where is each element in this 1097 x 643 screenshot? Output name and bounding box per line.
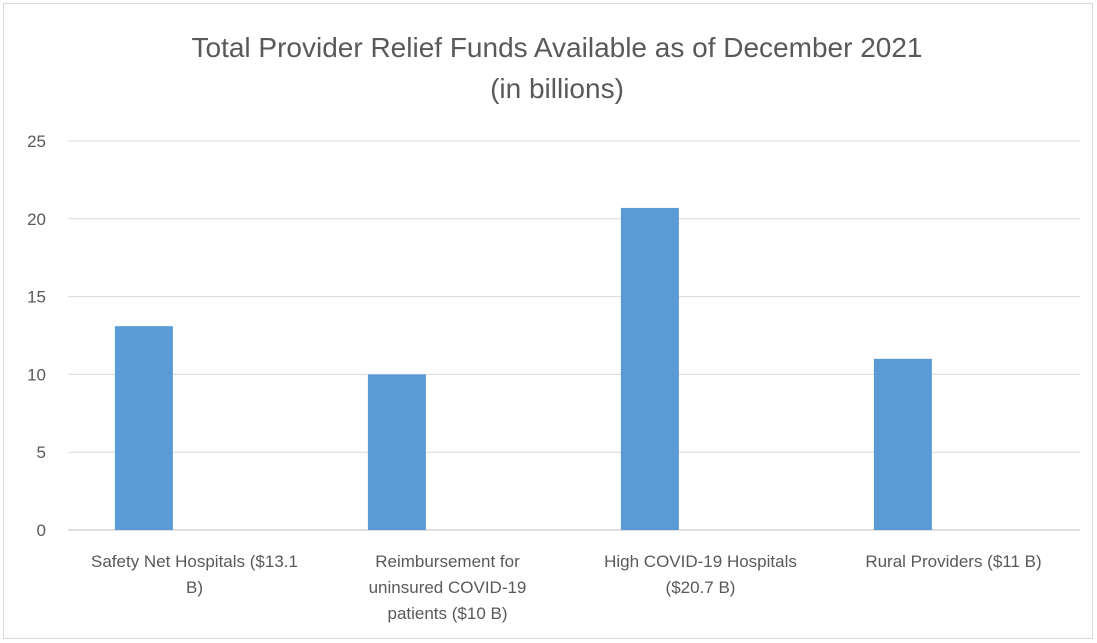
x-category-labels: Safety Net Hospitals ($13.1 B) Reimburseme… [91, 552, 1042, 623]
y-tick-label: 15 [27, 288, 46, 307]
y-tick-label: 25 [27, 132, 46, 151]
bar [620, 207, 679, 530]
x-category-label: Rural Providers ($11 B) [865, 552, 1041, 571]
y-tick-label: 5 [37, 443, 46, 462]
y-tick-label: 20 [27, 210, 46, 229]
x-category-label: High COVID-19 Hospitals [604, 552, 797, 571]
y-tick-labels: 0 5 10 15 20 25 [27, 132, 46, 540]
bar [114, 326, 173, 530]
x-category-label: Safety Net Hospitals ($13.1 [91, 552, 298, 571]
y-tick-label: 0 [37, 521, 46, 540]
chart-subtitle: (in billions) [490, 73, 624, 104]
x-category-label: ($20.7 B) [666, 578, 736, 597]
x-category-label: uninsured COVID-19 [369, 578, 527, 597]
chart-frame [3, 3, 1093, 639]
x-category-label: B) [186, 578, 203, 597]
x-category-label: Reimbursement for [375, 552, 520, 571]
bar [873, 358, 932, 530]
y-tick-label: 10 [27, 365, 46, 384]
bars [114, 207, 932, 530]
x-category-label: patients ($10 B) [387, 604, 507, 623]
chart-title: Total Provider Relief Funds Available as… [192, 32, 923, 63]
bar [367, 374, 426, 530]
